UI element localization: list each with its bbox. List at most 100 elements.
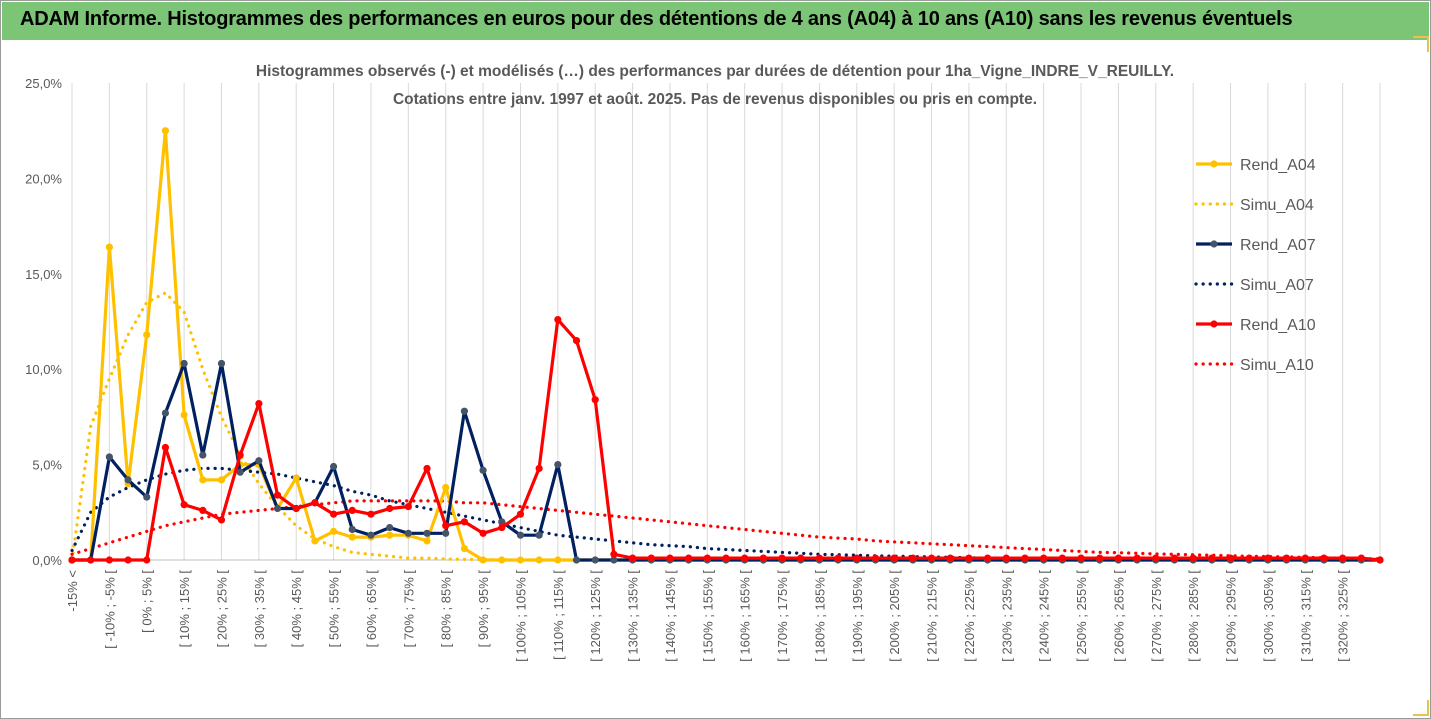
data-point <box>255 399 263 408</box>
data-point <box>554 556 562 564</box>
data-point <box>778 554 786 562</box>
data-point <box>124 476 132 484</box>
data-point <box>161 409 170 417</box>
data-point <box>1133 554 1141 562</box>
data-point <box>890 554 898 562</box>
data-point <box>1301 554 1309 562</box>
series-line-Simu_A07 <box>70 466 1382 562</box>
legend: Rend_A04 Simu_A04 Rend_A07 Simu_A07 Rend_A10… <box>1194 157 1316 374</box>
data-point <box>87 556 95 564</box>
x-tick-label: [ 310% ; 315% [ <box>1298 570 1313 662</box>
data-point <box>909 554 917 562</box>
data-point <box>367 531 375 539</box>
data-point <box>498 556 506 564</box>
legend-label: Rend_A10 <box>1240 317 1316 334</box>
x-tick-label: [ 20% ; 25% [ <box>214 570 229 648</box>
data-point <box>610 550 618 558</box>
data-point <box>180 411 188 419</box>
data-point <box>965 554 973 562</box>
data-point <box>572 336 581 345</box>
data-point <box>1208 554 1216 562</box>
data-point <box>1021 554 1029 562</box>
data-point <box>143 331 151 339</box>
series-Rend_A07 <box>68 359 1384 564</box>
data-point <box>1376 556 1384 564</box>
x-tick-label: [ 80% ; 85% [ <box>439 570 454 648</box>
data-point <box>1040 554 1048 562</box>
data-point <box>442 483 450 492</box>
data-point <box>572 556 581 564</box>
data-point <box>1320 554 1328 562</box>
series-line-Simu_A10 <box>70 499 1382 561</box>
data-point <box>479 529 487 537</box>
data-point <box>423 464 431 473</box>
chart-titles: Histogrammes observés (-) et modélisés (… <box>256 63 1174 108</box>
data-point <box>591 396 599 404</box>
chart-title: Histogrammes observés (-) et modélisés (… <box>256 63 1174 80</box>
data-point <box>647 554 655 562</box>
data-point <box>330 462 338 471</box>
legend-label: Simu_A10 <box>1240 357 1314 374</box>
series-line-Rend_A04 <box>72 129 1380 562</box>
data-point <box>1170 554 1179 562</box>
data-point <box>1114 554 1122 562</box>
data-point <box>143 493 151 501</box>
data-point <box>199 476 207 484</box>
data-point <box>927 554 936 562</box>
data-point <box>610 556 618 564</box>
data-point <box>273 491 282 499</box>
x-tick-label: [ 170% ; 175% [ <box>775 570 790 662</box>
legend-label: Simu_A04 <box>1240 197 1314 214</box>
data-point <box>143 556 151 564</box>
data-point <box>404 529 412 537</box>
data-point <box>1282 554 1291 562</box>
report-title: ADAM Informe. Histogrammes des performan… <box>20 8 1293 30</box>
data-point <box>1339 554 1347 562</box>
series-line-Simu_A04 <box>70 291 1382 562</box>
data-point <box>834 554 842 562</box>
data-point <box>199 506 207 514</box>
data-point <box>628 554 637 562</box>
x-tick-label: [ 210% ; 215% [ <box>925 570 940 662</box>
data-point <box>516 556 525 564</box>
data-point <box>516 510 525 518</box>
x-tick-label: [ 150% ; 155% [ <box>700 570 715 662</box>
data-point <box>199 451 207 459</box>
data-point <box>217 476 226 484</box>
x-tick-label: [ 270% ; 275% [ <box>1149 570 1164 662</box>
data-point <box>217 516 226 524</box>
x-tick-label: [ 200% ; 205% [ <box>887 570 902 662</box>
x-tick-label: [ 70% ; 75% [ <box>401 570 416 648</box>
x-tick-label: [ 300% ; 305% [ <box>1261 570 1276 662</box>
data-point <box>255 457 263 465</box>
data-point <box>68 556 76 564</box>
data-point <box>273 504 282 513</box>
x-tick-label: [ -10% ; -5% [ <box>102 570 117 649</box>
legend-entry: Simu_A07 <box>1194 277 1314 294</box>
data-point <box>442 529 450 537</box>
data-point <box>1152 554 1160 562</box>
tick-labels: 0,0% 5,0% 10,0% 15,0% 20,0% 25,0% -15% < [ -10%… <box>25 76 1351 662</box>
legend-marker <box>1210 160 1218 168</box>
data-point <box>386 504 394 513</box>
data-point <box>460 544 468 553</box>
data-point <box>348 533 356 541</box>
y-tick-label: 20,0% <box>25 171 62 186</box>
data-point <box>535 556 543 564</box>
data-point <box>946 554 954 562</box>
data-point <box>386 531 394 539</box>
data-point <box>871 554 880 562</box>
x-tick-label: [ 190% ; 195% [ <box>850 570 865 662</box>
x-tick-label: [ 250% ; 255% [ <box>1074 570 1089 662</box>
x-tick-label: [ 140% ; 145% [ <box>663 570 678 662</box>
data-point <box>1245 554 1253 562</box>
series-Rend_A04 <box>68 127 1384 564</box>
data-point <box>348 525 356 534</box>
chart-subtitle: Cotations entre janv. 1997 et août. 2025… <box>393 91 1037 108</box>
x-tick-label: [ 130% ; 135% [ <box>626 570 641 662</box>
data-point <box>1226 554 1235 562</box>
x-tick-label: [ 180% ; 185% [ <box>812 570 827 662</box>
data-point <box>367 510 375 518</box>
data-point <box>479 556 487 564</box>
data-point <box>423 537 431 545</box>
